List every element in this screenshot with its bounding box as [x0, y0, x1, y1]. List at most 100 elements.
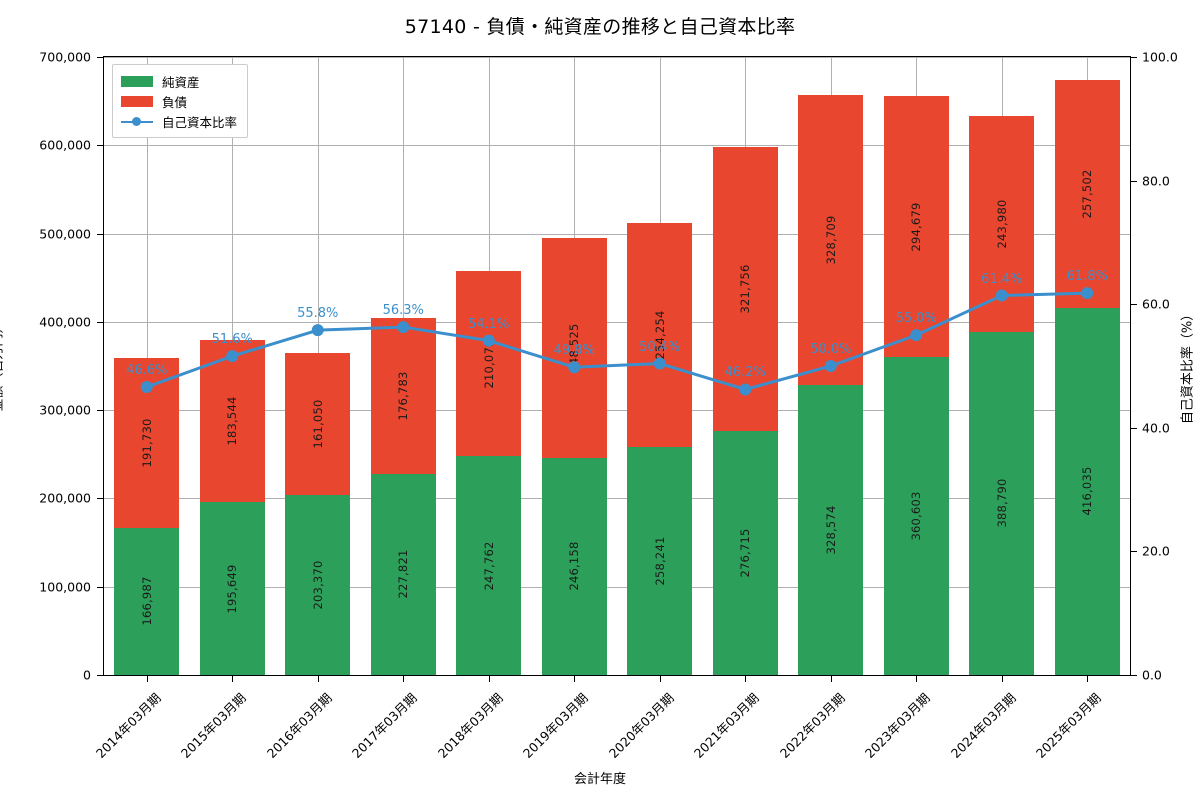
gridline-horizontal: [104, 233, 1130, 235]
y-tick-mark-right: [1131, 304, 1137, 306]
bar-group[interactable]: 246,158 248,525: [541, 57, 607, 675]
ratio-line-path: [145, 291, 1089, 391]
y-tick-label-left: 300,000: [39, 402, 91, 418]
bar-segment-equity[interactable]: 360,603: [883, 356, 949, 675]
x-tick-mark: [745, 676, 747, 682]
ratio-point-label: 51.6%: [211, 332, 253, 348]
y-tick-label-left: 600,000: [39, 137, 91, 153]
ratio-data-point[interactable]: [995, 289, 1008, 302]
x-tick-label: 2017年03月期: [349, 690, 420, 761]
bar-segment-equity[interactable]: 388,790: [969, 331, 1035, 675]
bar-segment-equity[interactable]: 227,821: [370, 473, 436, 675]
plot-area: 166,987 191,730 195,649 183,544 203,370 161,0…: [103, 56, 1131, 676]
y-tick-mark-right: [1131, 57, 1137, 58]
ratio-point-label: 49.8%: [553, 343, 595, 359]
bar-segment-liabilities[interactable]: 294,679: [883, 96, 949, 357]
bar-segment-equity[interactable]: 203,370: [285, 495, 351, 675]
bar-segment-equity[interactable]: 258,241: [627, 447, 693, 675]
bar-group[interactable]: 195,649 183,544: [199, 57, 265, 675]
bar-segment-equity[interactable]: 416,035: [1054, 307, 1120, 675]
ratio-data-point[interactable]: [140, 381, 153, 394]
ratio-data-point[interactable]: [397, 321, 410, 334]
x-tick-label: 2018年03月期: [434, 690, 506, 761]
x-tick-mark: [574, 676, 576, 682]
ratio-point-label: 56.3%: [382, 303, 424, 319]
bar-group[interactable]: 328,574 328,709: [798, 57, 864, 675]
ratio-data-point[interactable]: [739, 383, 752, 396]
y-tick-mark-left: [97, 410, 103, 412]
bar-segment-liabilities[interactable]: 257,502: [1054, 80, 1120, 308]
y-tick-label-left: 100,000: [39, 579, 91, 595]
x-tick-mark: [146, 676, 148, 682]
y-tick-label-right: 100.0: [1142, 49, 1178, 65]
y-tick-label-left: 500,000: [39, 226, 91, 242]
y-axis-label-left: 金額（百万円）: [0, 320, 6, 412]
bar-group[interactable]: 203,370 161,050: [285, 57, 351, 675]
bar-group[interactable]: 416,035 257,502: [1054, 57, 1120, 675]
bar-segment-equity[interactable]: 195,649: [199, 502, 265, 675]
x-tick-mark: [659, 676, 661, 682]
ratio-point-label: 50.4%: [639, 339, 681, 355]
y-tick-label-left: 700,000: [39, 49, 91, 65]
y-tick-label-right: 0.0: [1142, 667, 1162, 683]
y-tick-label-left: 0: [83, 667, 91, 683]
x-tick-mark: [488, 676, 490, 682]
gridline-horizontal: [104, 498, 1130, 500]
legend-label-liabilities: 負債: [162, 94, 188, 110]
ratio-point-label: 55.8%: [297, 306, 339, 322]
bar-segment-equity[interactable]: 276,715: [712, 430, 778, 675]
chart-legend: 純資産 負債 自己資本比率: [112, 64, 249, 138]
y-tick-label-right: 80.0: [1142, 173, 1170, 189]
y-tick-mark-left: [97, 233, 103, 235]
y-tick-mark-right: [1131, 551, 1137, 553]
y-tick-mark-left: [97, 586, 103, 588]
gridline-horizontal: [104, 410, 1130, 412]
legend-swatch-liabilities: [121, 95, 153, 107]
y-tick-mark-left: [97, 498, 103, 500]
legend-swatch-equity: [121, 75, 153, 87]
bar-group[interactable]: 258,241 254,254: [627, 57, 693, 675]
bar-group[interactable]: 247,762 210,079: [456, 57, 522, 675]
x-tick-label: 2023年03月期: [862, 690, 933, 761]
gridline-horizontal: [104, 145, 1130, 147]
x-tick-mark: [317, 676, 319, 682]
bar-segment-liabilities[interactable]: 328,709: [798, 94, 864, 385]
y-tick-label-right: 20.0: [1142, 543, 1170, 559]
ratio-data-point[interactable]: [1081, 287, 1094, 300]
y-tick-label-right: 60.0: [1142, 296, 1170, 312]
bar-segment-liabilities[interactable]: 183,544: [199, 340, 265, 503]
legend-label-equity: 純資産: [162, 74, 200, 90]
ratio-data-point[interactable]: [824, 360, 837, 372]
bar-segment-equity[interactable]: 247,762: [456, 456, 522, 675]
y-tick-mark-left: [97, 57, 103, 58]
ratio-data-point[interactable]: [653, 357, 666, 370]
x-tick-mark: [1087, 676, 1089, 682]
gridline-horizontal: [104, 57, 1130, 58]
bar-segment-equity[interactable]: 328,574: [798, 384, 864, 675]
bar-segment-liabilities[interactable]: 210,079: [456, 270, 522, 457]
bar-group[interactable]: 227,821 176,783: [370, 57, 436, 675]
bar-group[interactable]: 360,603 294,679: [883, 57, 949, 675]
bar-segment-liabilities[interactable]: 161,050: [285, 353, 351, 496]
x-tick-mark: [403, 676, 405, 682]
bar-segment-equity[interactable]: 246,158: [541, 457, 607, 675]
ratio-data-point[interactable]: [311, 324, 324, 337]
x-tick-label: 2024年03月期: [947, 690, 1019, 761]
ratio-point-label: 55.0%: [895, 311, 937, 327]
x-tick-label: 2025年03月期: [1033, 690, 1104, 761]
x-tick-label: 2016年03月期: [263, 690, 335, 761]
x-tick-label: 2014年03月期: [92, 690, 164, 761]
ratio-data-point[interactable]: [482, 334, 495, 347]
ratio-point-label: 61.8%: [1066, 269, 1108, 285]
ratio-data-point[interactable]: [910, 329, 923, 342]
legend-item-equity: 純資産: [121, 71, 237, 91]
ratio-data-point[interactable]: [226, 350, 239, 363]
y-tick-mark-right: [1131, 180, 1137, 182]
x-tick-mark: [232, 676, 234, 682]
bar-segment-liabilities[interactable]: 176,783: [370, 317, 436, 474]
bar-segment-liabilities[interactable]: 254,254: [627, 222, 693, 448]
ratio-data-point[interactable]: [568, 361, 581, 374]
bar-segment-liabilities[interactable]: 248,525: [541, 238, 607, 458]
bar-segment-equity[interactable]: 166,987: [114, 527, 180, 675]
